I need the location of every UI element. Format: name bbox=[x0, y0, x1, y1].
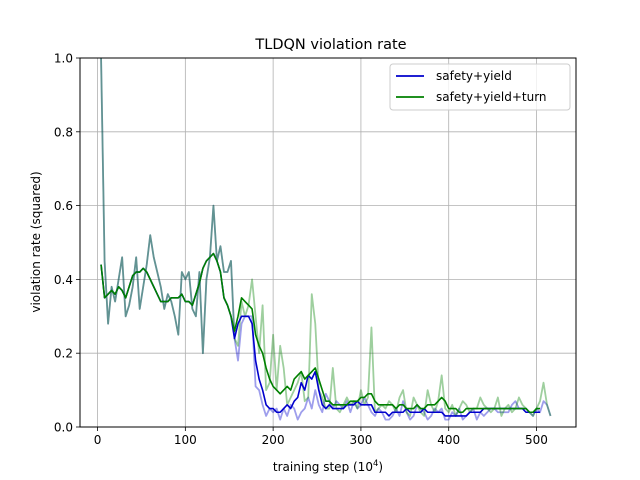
x-tick-label: 0 bbox=[94, 433, 102, 447]
smoothed-series-lines bbox=[100, 252, 541, 417]
raw-line-safety-yield bbox=[100, 58, 552, 421]
y-tick-label: 0.6 bbox=[54, 199, 73, 213]
grid-lines bbox=[80, 57, 576, 428]
x-axis-label-exponent: 4 bbox=[373, 459, 378, 469]
plot-frame bbox=[79, 57, 577, 428]
x-tick-label: 400 bbox=[437, 433, 460, 447]
x-tick-label: 500 bbox=[525, 433, 548, 447]
x-tick-label: 100 bbox=[174, 433, 197, 447]
legend: safety+yield safety+yield+turn bbox=[389, 63, 571, 111]
x-axis-ticks: 0 100 200 300 400 500 bbox=[94, 427, 548, 447]
y-tick-label: 1.0 bbox=[54, 52, 73, 66]
y-axis-label: violation rate (squared) bbox=[29, 171, 43, 312]
smoothed-line-safety-yield-turn bbox=[100, 252, 541, 414]
legend-label-safety-yield: safety+yield bbox=[436, 69, 512, 83]
chart-title: TLDQN violation rate bbox=[254, 37, 406, 53]
x-tick-label: 200 bbox=[262, 433, 285, 447]
y-tick-label: 0.0 bbox=[54, 421, 73, 435]
legend-box bbox=[389, 63, 571, 111]
x-tick-label: 300 bbox=[349, 433, 372, 447]
y-axis-ticks: 0.0 0.2 0.4 0.6 0.8 1.0 bbox=[54, 52, 80, 435]
legend-label-safety-yield-turn: safety+yield+turn bbox=[436, 90, 547, 104]
x-axis-label: training step (104) bbox=[273, 459, 383, 474]
y-tick-label: 0.2 bbox=[54, 347, 73, 361]
y-tick-label: 0.4 bbox=[54, 273, 73, 287]
x-axis-label-main: training step (10 bbox=[273, 460, 373, 474]
plot-area bbox=[80, 58, 576, 427]
y-tick-label: 0.8 bbox=[54, 125, 73, 139]
x-axis-label-close: ) bbox=[378, 460, 383, 474]
